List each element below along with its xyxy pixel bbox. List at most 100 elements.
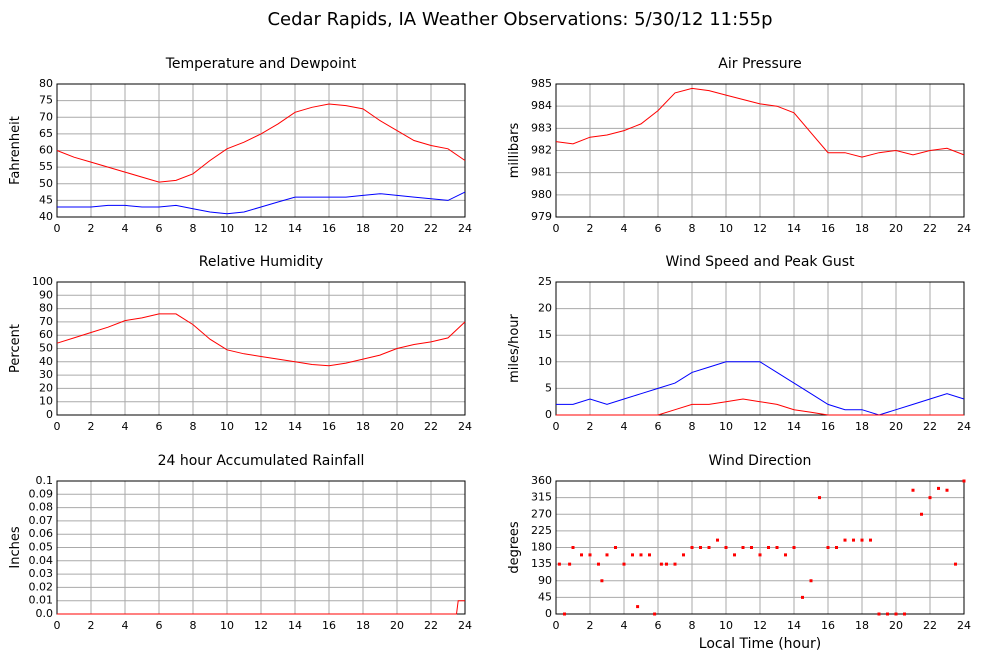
data-line [57, 600, 465, 615]
data-point [843, 538, 847, 542]
y-tick-label: 50 [39, 342, 53, 355]
data-point [653, 612, 657, 616]
y-tick-label: 60 [39, 144, 53, 157]
y-axis-label: Percent [8, 324, 23, 373]
y-tick-label: 981 [531, 166, 552, 179]
plot-frame [555, 83, 965, 218]
x-tick-label: 0 [553, 619, 560, 632]
x-tick-label: 14 [288, 222, 302, 235]
y-axis-label: Inches [8, 526, 23, 568]
x-tick-label: 8 [689, 619, 696, 632]
x-tick-label: 0 [54, 619, 61, 632]
x-tick-label: 4 [122, 619, 129, 632]
data-point [792, 546, 796, 549]
y-tick-label: 20 [538, 302, 552, 315]
x-tick-label: 2 [88, 619, 95, 632]
x-tick-label: 0 [54, 222, 61, 235]
data-line [556, 361, 965, 416]
data-point [563, 612, 566, 616]
x-tick-label: 0 [553, 420, 560, 433]
data-point [937, 486, 940, 490]
y-tick-label: 0.06 [29, 527, 54, 540]
data-point [928, 496, 932, 500]
x-tick-label: 10 [719, 420, 733, 433]
x-tick-label: 2 [587, 619, 594, 632]
data-point [835, 546, 838, 549]
y-tick-label: 70 [39, 315, 53, 328]
y-axis-label: Fahrenheit [8, 116, 23, 185]
y-tick-label: 5 [545, 381, 552, 394]
data-point [659, 562, 663, 566]
x-tick-label: 0 [54, 420, 61, 433]
x-tick-label: 2 [88, 420, 95, 433]
data-point [775, 546, 779, 549]
y-tick-label: 10 [538, 355, 552, 368]
data-line [556, 398, 964, 416]
y-tick-label: 25 [538, 275, 552, 288]
x-tick-label: 8 [190, 222, 197, 235]
y-tick-label: 983 [531, 121, 552, 134]
data-point [877, 612, 881, 616]
y-tick-label: 180 [531, 541, 552, 554]
y-tick-label: 225 [531, 524, 552, 537]
x-tick-label: 18 [356, 619, 370, 632]
x-tick-label: 22 [424, 222, 438, 235]
x-tick-label: 24 [458, 420, 472, 433]
data-point [724, 546, 728, 549]
data-point [639, 553, 643, 557]
x-tick-label: 22 [424, 420, 438, 433]
data-point [860, 538, 864, 542]
y-tick-label: 45 [538, 590, 552, 603]
panel-title: Wind Speed and Peak Gust [666, 254, 855, 270]
x-tick-label: 12 [753, 420, 767, 433]
x-tick-label: 2 [587, 222, 594, 235]
data-point [869, 538, 872, 542]
data-point [673, 562, 677, 566]
x-tick-label: 4 [621, 222, 628, 235]
y-tick-label: 270 [531, 507, 552, 520]
data-point [954, 562, 957, 566]
x-tick-label: 20 [390, 619, 404, 632]
y-tick-label: 20 [39, 381, 53, 394]
x-tick-label: 22 [923, 222, 937, 235]
y-tick-label: 0.08 [29, 501, 54, 514]
x-tick-label: 8 [190, 619, 197, 632]
x-tick-label: 14 [288, 420, 302, 433]
x-tick-label: 16 [821, 222, 835, 235]
y-tick-label: 980 [531, 188, 552, 201]
x-tick-label: 2 [587, 420, 594, 433]
data-line [56, 103, 466, 183]
x-tick-label: 6 [655, 619, 662, 632]
x-tick-label: 10 [719, 222, 733, 235]
x-axis-label: Local Time (hour) [699, 636, 821, 652]
y-tick-label: 30 [39, 368, 53, 381]
x-tick-label: 12 [254, 619, 268, 632]
x-tick-label: 4 [122, 420, 129, 433]
y-tick-label: 984 [531, 99, 552, 112]
y-tick-label: 315 [531, 491, 552, 504]
data-point [682, 553, 685, 557]
x-tick-label: 24 [458, 619, 472, 632]
data-point [826, 546, 830, 549]
y-tick-label: 0.01 [29, 594, 54, 607]
x-tick-label: 22 [923, 420, 937, 433]
data-point [707, 546, 711, 549]
x-tick-label: 8 [689, 222, 696, 235]
data-point [568, 562, 572, 566]
data-line [555, 87, 965, 158]
panel-title: Temperature and Dewpoint [165, 56, 357, 72]
data-point [600, 579, 604, 583]
panel-title: Wind Direction [709, 453, 812, 469]
x-tick-label: 6 [156, 222, 163, 235]
data-point [758, 553, 762, 557]
y-tick-label: 982 [531, 144, 552, 157]
data-point [903, 612, 906, 616]
data-point [886, 612, 889, 616]
main-title: Cedar Rapids, IA Weather Observations: 5… [267, 9, 772, 30]
y-tick-label: 40 [39, 355, 53, 368]
y-tick-label: 0.04 [29, 554, 54, 567]
x-tick-label: 24 [957, 222, 971, 235]
plot-frame [555, 480, 965, 615]
y-tick-label: 360 [531, 474, 552, 487]
